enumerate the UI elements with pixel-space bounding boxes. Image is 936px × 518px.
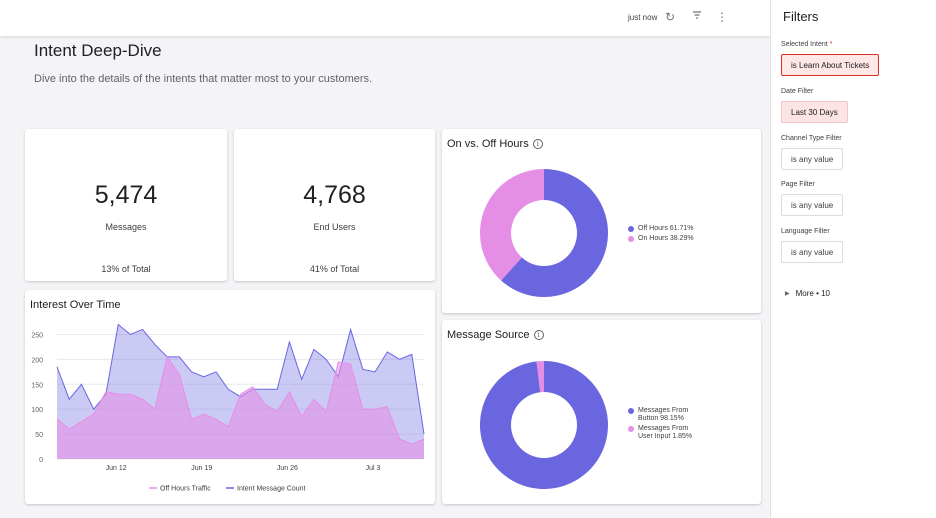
- kpi-label: End Users: [313, 222, 356, 232]
- legend-label: Messages From User Input 1.85%: [638, 425, 693, 440]
- legend-label: Off Hours 61.71%: [638, 225, 694, 232]
- x-tick-label: Jun 19: [191, 465, 212, 472]
- source-legend: Messages From Button 98.15% Messages Fro…: [628, 407, 700, 443]
- filter-chip-date[interactable]: Last 30 Days: [781, 101, 848, 123]
- last-updated-text: just now: [628, 13, 658, 22]
- legend-item: On Hours 38.29%: [628, 235, 700, 243]
- legend-label: Intent Message Count: [237, 486, 306, 493]
- y-tick-label: 100: [31, 407, 43, 414]
- interest-title: Interest Over Time: [30, 299, 121, 311]
- kpi-card-messages: 5,474 Messages 13% of Total: [25, 129, 227, 281]
- more-filters-label: More • 10: [795, 289, 830, 298]
- interest-over-time-card: Interest Over Time 0 50 100 150 200 250 Jun 12…: [25, 290, 435, 504]
- filter-label-date: Date Filter: [781, 88, 814, 95]
- legend-item: Messages From User Input 1.85%: [628, 425, 700, 441]
- y-tick-label: 150: [31, 382, 43, 389]
- refresh-icon[interactable]: ↻: [664, 10, 676, 24]
- donut-slice[interactable]: [501, 169, 608, 297]
- filters-title: Filters: [783, 9, 819, 24]
- filter-label-channel-type: Channel Type Filter: [781, 135, 842, 142]
- on-off-hours-card: On vs. Off Hours i Off Hours 61.71% On H…: [442, 129, 761, 313]
- filters-panel: Filters Selected Intent * is Learn About…: [770, 0, 936, 518]
- legend-label: On Hours 38.29%: [638, 235, 694, 242]
- donut-slice[interactable]: [480, 169, 544, 281]
- filter-chip-channel-type[interactable]: is any value: [781, 148, 844, 170]
- legend-swatch: [628, 236, 634, 242]
- message-source-donut-chart: [480, 361, 608, 489]
- on-off-title: On vs. Off Hours: [447, 138, 529, 150]
- filter-chip-selected-intent[interactable]: is Learn About Tickets: [781, 54, 880, 76]
- x-tick-label: Jun 12: [106, 465, 127, 472]
- y-tick-label: 50: [35, 432, 43, 439]
- legend-item: Off Hours 61.71%: [628, 225, 700, 233]
- kpi-card-end-users: 4,768 End Users 41% of Total: [234, 129, 435, 281]
- dashboard-toolbar: just now ↻ ⋮: [0, 0, 770, 36]
- interest-area-chart: 0 50 100 150 200 250 Jun 12 Jun 19 Jun 26 Jul 3 Of…: [31, 323, 425, 493]
- y-tick-label: 200: [31, 357, 43, 364]
- x-tick-label: Jul 3: [366, 465, 381, 472]
- legend-swatch: [628, 226, 634, 232]
- y-tick-label: 0: [39, 457, 43, 464]
- card-title: Interest Over Time: [30, 299, 120, 311]
- more-filters-button[interactable]: ▶ More • 10: [785, 289, 830, 298]
- legend-label: Off Hours Traffic: [160, 486, 211, 493]
- kpi-label: Messages: [105, 222, 147, 232]
- kpi-value: 4,768: [303, 181, 366, 209]
- card-title: Message Source i: [447, 329, 544, 341]
- filter-icon[interactable]: [689, 9, 705, 25]
- message-source-card: Message Source i Messages From Button 98…: [442, 320, 761, 504]
- required-marker: *: [829, 41, 833, 48]
- card-title: On vs. Off Hours i: [447, 138, 543, 150]
- filter-label-selected-intent: Selected Intent *: [781, 41, 832, 48]
- x-tick-label: Jun 26: [277, 465, 298, 472]
- series-line[interactable]: [56, 355, 425, 445]
- legend-label: Messages From Button 98.15%: [638, 407, 689, 422]
- caret-right-icon: ▶: [785, 291, 790, 297]
- donut-slice[interactable]: [536, 361, 544, 393]
- filter-chip-language[interactable]: is any value: [781, 241, 844, 263]
- source-title: Message Source: [447, 329, 530, 341]
- kpi-footnote: 13% of Total: [101, 264, 151, 274]
- page-subtitle: Dive into the details of the intents tha…: [34, 73, 373, 85]
- legend-item: Messages From Button 98.15%: [628, 407, 700, 423]
- more-vert-icon[interactable]: ⋮: [716, 10, 728, 24]
- y-tick-label: 250: [31, 332, 43, 339]
- area-fill: [57, 356, 424, 459]
- filter-label-language: Language Filter: [781, 228, 830, 235]
- kpi-footnote: 41% of Total: [309, 264, 360, 274]
- filter-chip-page[interactable]: is any value: [781, 194, 844, 216]
- donut-slice[interactable]: [480, 361, 608, 489]
- on-off-legend: Off Hours 61.71% On Hours 38.29%: [628, 225, 700, 245]
- page-title: Intent Deep-Dive: [34, 41, 162, 60]
- info-icon[interactable]: i: [532, 139, 543, 149]
- kpi-value: 5,474: [94, 181, 158, 209]
- filter-label-text: Selected Intent: [781, 41, 828, 48]
- on-off-donut-chart: [480, 169, 608, 297]
- info-icon[interactable]: i: [533, 330, 544, 340]
- filter-label-page: Page Filter: [781, 181, 815, 188]
- legend-swatch: [628, 408, 634, 414]
- legend-swatch: [628, 426, 634, 432]
